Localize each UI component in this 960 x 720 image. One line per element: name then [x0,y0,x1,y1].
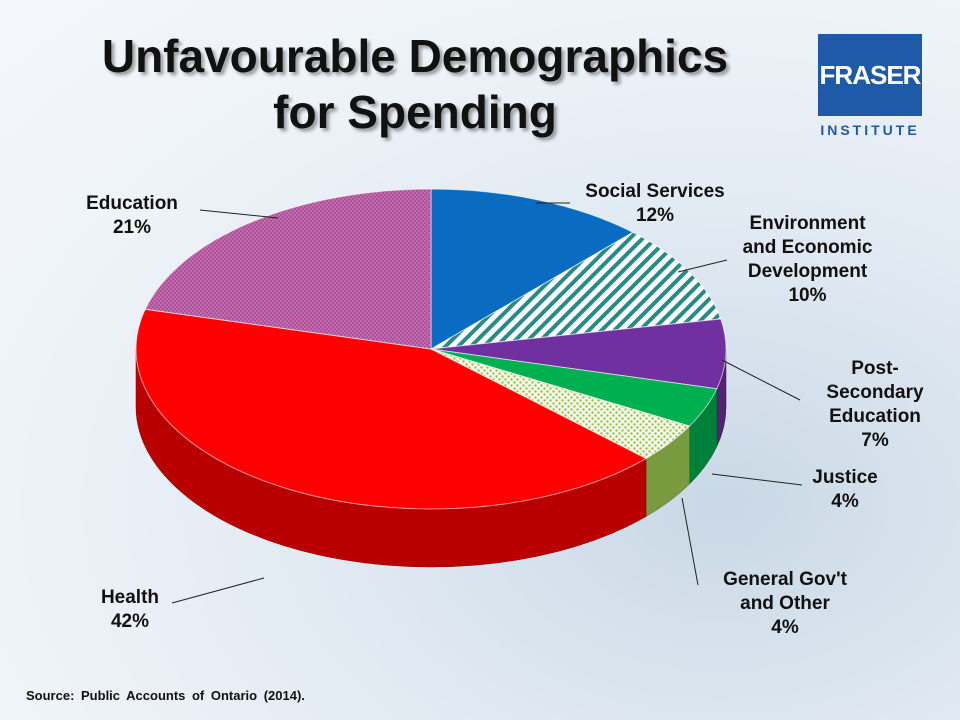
logo-text: FRASER [819,59,922,90]
source-note: Source: Public Accounts of Ontario (2014… [26,688,305,703]
fraser-institute-logo: FRASER INSTITUTE [818,34,922,146]
slice-label-environment-and-economic-development: Environment and Economic Development 10% [715,212,900,308]
leader-line-education [199,209,279,219]
leader-line-health [171,577,265,604]
slice-label-post-secondary-education: Post- Secondary Education 7% [805,357,945,453]
pie-top-group [135,188,727,510]
slice-label-value: 7% [861,430,889,451]
chart-title: Unfavourable Demographics for Spending [0,28,830,140]
slice-label-name-line: Education [829,406,921,427]
slice-label-value: 42% [110,611,150,632]
slice-label-value: 4% [831,491,859,512]
slice-label-name-line: and Other [740,593,830,614]
slice-label-general-gov-t-and-other: General Gov't and Other 4% [690,568,880,640]
pie-slice-social-services [430,188,634,350]
slice-label-health: Health 42% [80,586,180,634]
slice-label-name-line: Education [86,193,178,214]
title-line-1: Unfavourable Demographics [101,30,729,82]
slice-label-name-line: Secondary [826,382,924,403]
title-line-2: for Spending [273,86,557,138]
slice-label-name-line: Justice [812,467,878,488]
slice-label-social-services: Social Services 12% [560,180,750,228]
slice-label-name-line: Environment [749,213,866,234]
pie-slice-education [144,188,432,350]
pie-side-group [135,348,727,568]
slice-label-name-line: Development [747,261,868,282]
slice-label-name-line: Social Services [585,181,725,202]
slice-label-value: 12% [635,205,675,226]
logo-subtext: INSTITUTE [820,122,920,138]
leader-line-general-gov-t-and-other [681,497,699,586]
slice-label-name-line: Health [100,587,160,608]
logo-box: FRASER [818,34,922,116]
pie-slice-environment-and-economic-development [430,231,722,350]
slice-label-justice: Justice 4% [790,466,900,514]
leader-line-justice [711,473,803,486]
leader-line-environment-and-economic-development [677,259,728,273]
slice-label-education: Education 21% [62,192,202,240]
leader-line-post-secondary-education [721,359,801,401]
pie-slice-health [135,308,648,510]
slice-label-name-line: Post- [851,358,899,379]
slice-label-name-line: General Gov't [723,569,847,590]
slice-label-value: 4% [771,617,799,638]
slice-label-value: 10% [788,285,827,306]
leader-lines-group [171,202,803,604]
slice-label-name-line: and Economic [742,237,873,258]
slice-label-value: 21% [112,217,152,238]
pie-slice-post-secondary-education [430,318,727,390]
